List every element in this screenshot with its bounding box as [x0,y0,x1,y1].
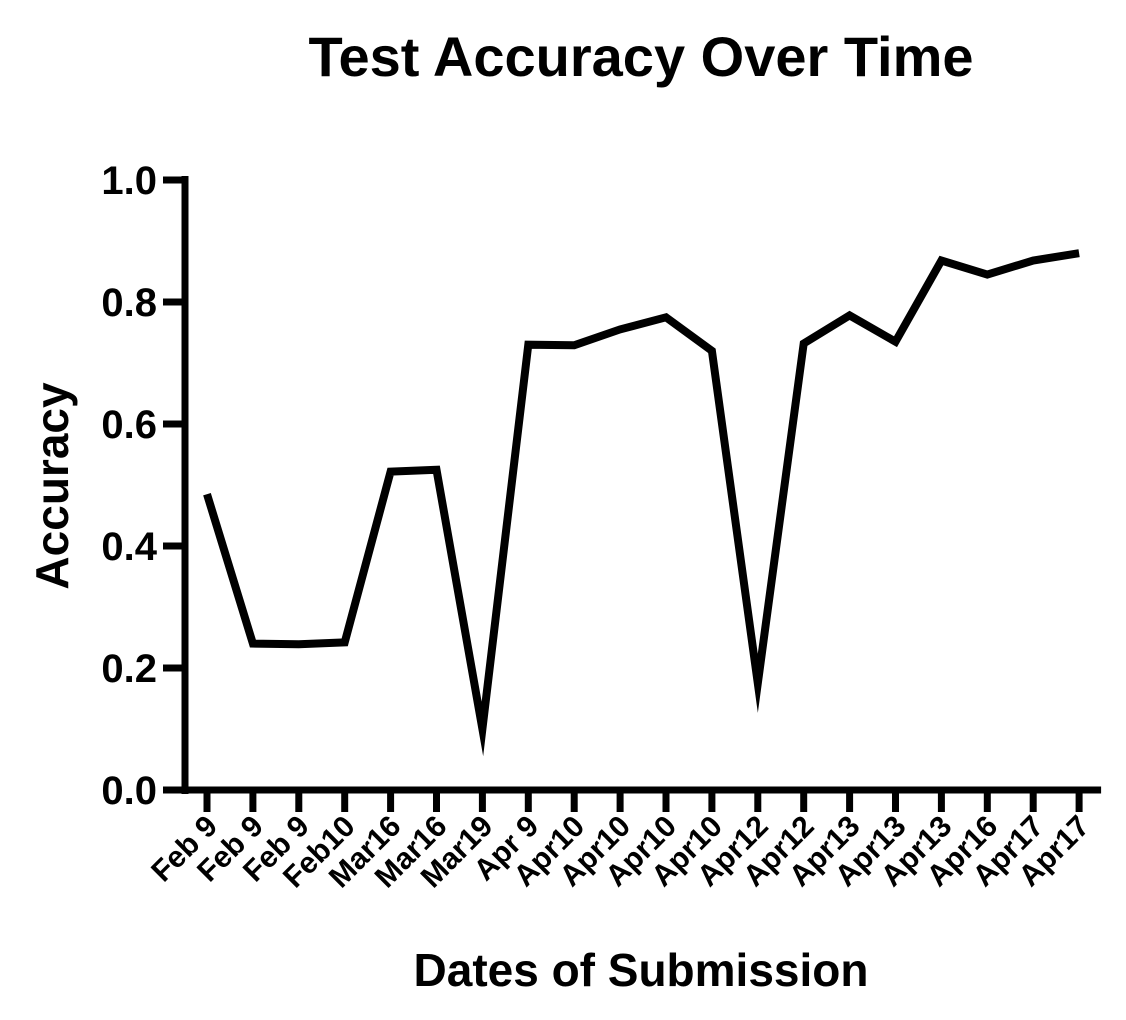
y-ticks: 0.0 0.2 0.4 0.6 0.8 1.0 [101,159,185,813]
y-tick-label: 0.6 [101,403,157,447]
y-tick-label: 0.8 [101,281,157,325]
y-axis-label: Accuracy [26,382,78,590]
y-tick-label: 1.0 [101,159,157,203]
y-tick-label: 0.0 [101,769,157,813]
series-line [203,249,1080,757]
series [203,249,1080,757]
y-tick-label: 0.2 [101,647,157,691]
x-axis-label: Dates of Submission [414,944,869,996]
chart-title: Test Accuracy Over Time [308,25,973,88]
axes [181,176,1102,794]
y-tick-label: 0.4 [101,525,157,569]
